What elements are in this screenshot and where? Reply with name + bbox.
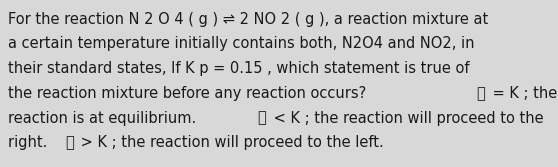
- Text: 𝒬: 𝒬: [65, 135, 74, 150]
- Text: 𝒬: 𝒬: [257, 111, 266, 126]
- Text: > K ; the reaction will proceed to the left.: > K ; the reaction will proceed to the l…: [76, 135, 384, 150]
- Text: the reaction mixture before any reaction occurs?: the reaction mixture before any reaction…: [8, 86, 371, 101]
- Text: right.: right.: [8, 135, 52, 150]
- Text: their standard states, If K p = 0.15 , which statement is true of: their standard states, If K p = 0.15 , w…: [8, 61, 470, 76]
- Text: 𝒬: 𝒬: [477, 86, 485, 101]
- Text: For the reaction N 2 O 4 ( g ) ⇌ 2 NO 2 ( g ), a reaction mixture at: For the reaction N 2 O 4 ( g ) ⇌ 2 NO 2 …: [8, 12, 489, 27]
- Text: reaction is at equilibrium.: reaction is at equilibrium.: [8, 111, 201, 126]
- Text: a certain temperature initially contains both, N2O4 and NO2, in: a certain temperature initially contains…: [8, 36, 475, 51]
- Text: < K ; the reaction will proceed to the: < K ; the reaction will proceed to the: [268, 111, 543, 126]
- Text: = K ; the: = K ; the: [488, 86, 557, 101]
